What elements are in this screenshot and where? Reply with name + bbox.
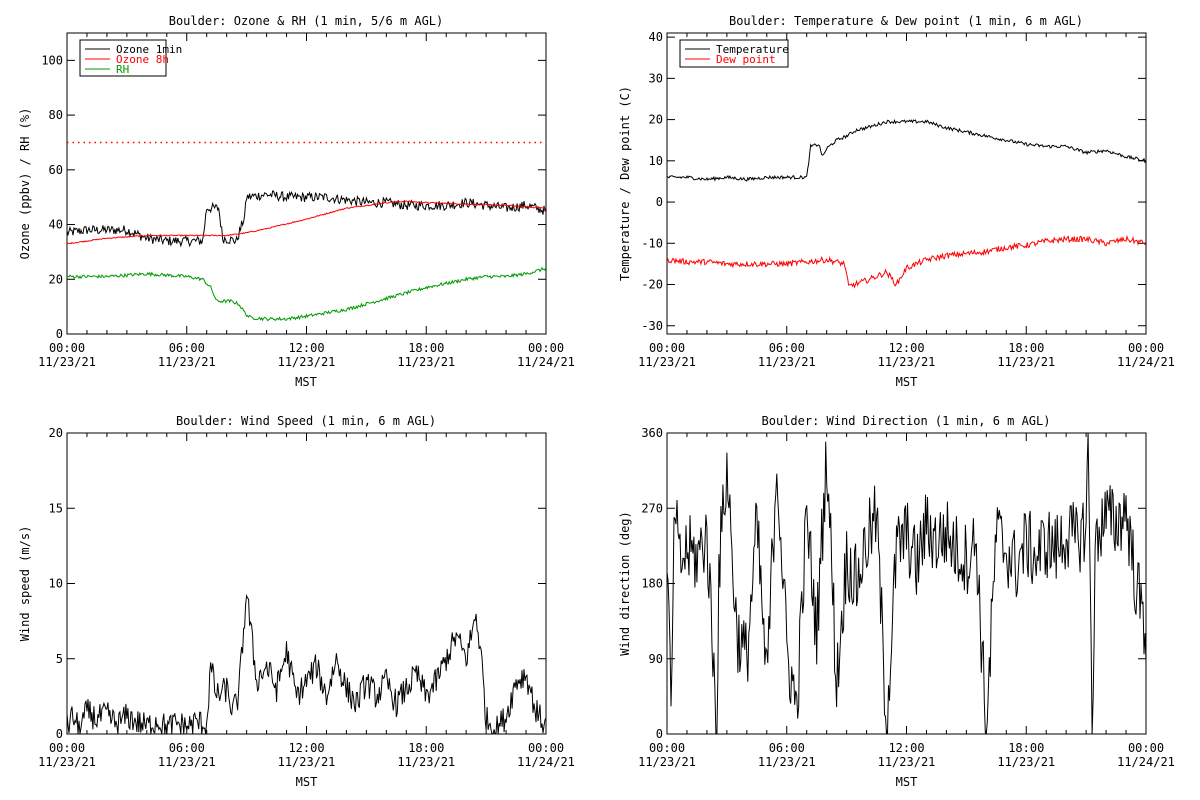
x-tick-time: 06:00 <box>169 341 205 355</box>
x-tick-time: 18:00 <box>1008 341 1044 355</box>
legend-label: Ozone 1min <box>116 43 182 56</box>
y-tick-label: 20 <box>49 426 63 440</box>
y-tick-label: 10 <box>649 154 663 168</box>
x-tick-time: 06:00 <box>769 341 805 355</box>
x-tick-time: 00:00 <box>49 341 85 355</box>
x-tick-date: 11/23/21 <box>278 755 336 769</box>
x-tick-date: 11/23/21 <box>278 355 336 369</box>
x-tick-date: 11/24/21 <box>1117 755 1175 769</box>
data-series-line <box>67 593 546 734</box>
x-tick-date: 11/23/21 <box>158 755 216 769</box>
y-tick-label: 180 <box>641 577 663 591</box>
wind-direction-chart: Boulder: Wind Direction (1 min, 6 m AGL)… <box>618 414 1175 789</box>
x-axis-label: MST <box>295 375 317 389</box>
y-tick-label: 20 <box>49 272 63 286</box>
x-tick-time: 06:00 <box>169 741 205 755</box>
x-axis-label: MST <box>896 375 918 389</box>
x-tick-time: 12:00 <box>888 341 924 355</box>
y-tick-label: 40 <box>649 30 663 44</box>
x-tick-date: 11/23/21 <box>638 755 696 769</box>
y-axis-label: Wind direction (deg) <box>618 511 632 656</box>
x-tick-date: 11/23/21 <box>397 355 455 369</box>
y-tick-label: 5 <box>56 652 63 666</box>
y-tick-label: 20 <box>649 113 663 127</box>
x-tick-date: 11/23/21 <box>758 355 816 369</box>
plot-frame <box>66 32 547 335</box>
y-tick-label: 30 <box>649 71 663 85</box>
plot-frame <box>666 32 1147 335</box>
x-axis-label: MST <box>296 775 318 789</box>
x-tick-time: 18:00 <box>408 741 444 755</box>
x-tick-time: 18:00 <box>1008 741 1044 755</box>
x-tick-date: 11/23/21 <box>878 355 936 369</box>
y-tick-label: 60 <box>49 163 63 177</box>
x-tick-date: 11/23/21 <box>38 355 96 369</box>
x-tick-time: 12:00 <box>288 741 324 755</box>
x-tick-time: 18:00 <box>408 341 444 355</box>
plot-frame <box>666 432 1147 735</box>
x-tick-date: 11/23/21 <box>397 755 455 769</box>
x-tick-time: 12:00 <box>288 341 324 355</box>
y-tick-label: 40 <box>49 218 63 232</box>
x-tick-time: 00:00 <box>649 341 685 355</box>
wind-speed-chart: Boulder: Wind Speed (1 min, 6 m AGL) 0 5 1… <box>18 414 575 789</box>
y-tick-label: 0 <box>56 727 63 741</box>
temperature-dewpoint-chart: Boulder: Temperature & Dew point (1 min,… <box>618 14 1175 389</box>
x-tick-date: 11/23/21 <box>638 355 696 369</box>
y-tick-label: 90 <box>649 652 663 666</box>
x-tick-date: 11/24/21 <box>517 755 575 769</box>
y-tick-label: -20 <box>641 278 663 292</box>
x-tick-time: 00:00 <box>649 741 685 755</box>
y-tick-label: 0 <box>656 195 663 209</box>
ozone-1min-series-line <box>67 190 546 248</box>
legend-label: Ozone 8h <box>116 53 169 66</box>
y-tick-label: 100 <box>41 53 63 67</box>
ozone-rh-chart: Boulder: Ozone & RH (1 min, 5/6 m AGL) 0… <box>18 14 575 369</box>
temperature-series-line <box>667 118 1146 182</box>
plot-frame <box>66 432 547 735</box>
legend-label: RH <box>116 63 129 76</box>
legend-label: Temperature <box>716 43 789 56</box>
y-axis-label: Temperature / Dew point (C) <box>618 86 632 281</box>
x-tick-time: 00:00 <box>528 341 564 355</box>
x-tick-time: 00:00 <box>1128 741 1164 755</box>
y-tick-label: 0 <box>656 727 663 741</box>
x-tick-date: 11/24/21 <box>1117 355 1175 369</box>
x-tick-date: 11/23/21 <box>997 355 1055 369</box>
x-tick-date: 11/24/21 <box>517 355 575 369</box>
y-axis-label: Wind speed (m/s) <box>18 526 32 642</box>
y-axis-label: Ozone (ppbv) / RH (%) <box>18 108 32 260</box>
legend-label: Dew point <box>716 53 776 66</box>
x-tick-time: 12:00 <box>888 741 924 755</box>
y-tick-label: 270 <box>641 501 663 515</box>
chart-title: Boulder: Temperature & Dew point (1 min,… <box>729 14 1083 28</box>
x-tick-time: 00:00 <box>528 741 564 755</box>
x-tick-date: 11/23/21 <box>38 755 96 769</box>
legend-box <box>79 39 167 77</box>
y-tick-label: -10 <box>641 236 663 250</box>
x-tick-date: 11/23/21 <box>878 755 936 769</box>
chart-title: Boulder: Wind Speed (1 min, 6 m AGL) <box>176 414 436 428</box>
chart-title: Boulder: Wind Direction (1 min, 6 m AGL) <box>762 414 1051 428</box>
y-tick-label: 15 <box>49 501 63 515</box>
dew-point-series-line <box>667 234 1146 289</box>
x-tick-date: 11/23/21 <box>758 755 816 769</box>
y-tick-label: -30 <box>641 319 663 333</box>
chart-title: Boulder: Ozone & RH (1 min, 5/6 m AGL) <box>169 14 444 28</box>
x-tick-date: 11/23/21 <box>158 355 216 369</box>
ozone-8h-series-line <box>67 200 546 245</box>
x-tick-time: 00:00 <box>1128 341 1164 355</box>
y-tick-label: 360 <box>641 426 663 440</box>
legend-box <box>679 39 789 68</box>
y-tick-label: 10 <box>49 577 63 591</box>
x-tick-time: 06:00 <box>769 741 805 755</box>
x-tick-time: 00:00 <box>49 741 85 755</box>
data-series-line <box>667 433 1146 734</box>
y-tick-label: 80 <box>49 108 63 122</box>
y-tick-label: 0 <box>56 327 63 341</box>
x-axis-label: MST <box>896 775 918 789</box>
x-tick-date: 11/23/21 <box>997 755 1055 769</box>
rh-series-line <box>67 266 546 322</box>
